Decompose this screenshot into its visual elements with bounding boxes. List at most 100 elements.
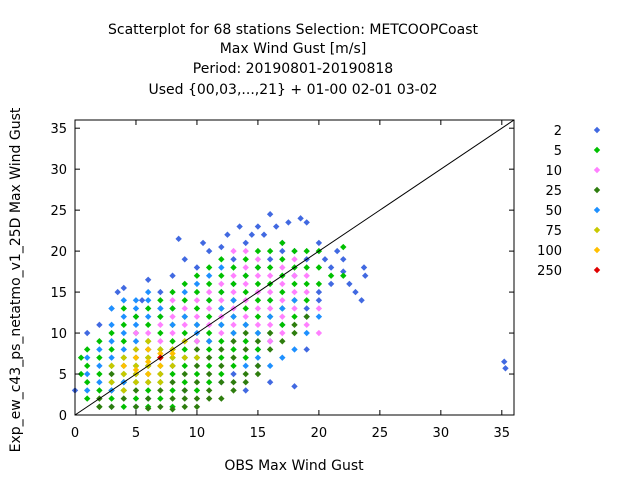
data-point xyxy=(144,288,152,296)
data-point xyxy=(169,395,176,402)
data-point xyxy=(181,305,188,312)
data-point xyxy=(132,395,140,402)
data-point xyxy=(120,313,127,320)
data-point xyxy=(230,329,237,337)
data-point xyxy=(205,288,213,296)
data-point xyxy=(242,239,249,247)
data-point xyxy=(266,264,274,271)
legend-label: 10 xyxy=(545,164,562,179)
y-axis: 0 5 10 15 20 25 30 35 xyxy=(50,122,514,424)
data-point xyxy=(242,264,249,271)
legend-marker xyxy=(593,186,601,194)
data-point xyxy=(230,379,237,386)
diagonal-line xyxy=(74,119,515,416)
plot-area xyxy=(71,119,515,416)
data-point xyxy=(169,272,176,279)
data-point xyxy=(193,313,201,320)
data-point xyxy=(120,329,127,337)
data-point xyxy=(266,247,274,255)
data-point xyxy=(96,362,103,370)
data-point xyxy=(96,321,103,329)
data-point xyxy=(362,272,369,279)
data-point xyxy=(303,280,310,288)
data-point xyxy=(108,305,115,312)
plot-frame xyxy=(74,119,515,416)
data-point xyxy=(218,321,225,329)
data-point xyxy=(254,223,262,230)
data-point xyxy=(291,256,298,263)
data-points xyxy=(71,211,509,413)
data-point xyxy=(157,395,164,402)
data-point xyxy=(169,288,176,296)
data-point xyxy=(108,370,115,378)
data-point xyxy=(205,395,213,402)
data-point xyxy=(193,264,201,271)
data-point xyxy=(224,231,231,238)
data-point xyxy=(132,297,140,304)
data-point xyxy=(169,305,176,312)
title-line-4: Used {00,03,...,21} + 01-00 02-01 03-02 xyxy=(148,82,437,98)
data-point xyxy=(205,354,213,361)
data-point xyxy=(144,370,152,378)
data-point xyxy=(279,305,286,312)
data-point xyxy=(144,405,152,412)
data-point xyxy=(120,354,127,361)
data-point xyxy=(230,370,237,378)
data-point xyxy=(132,321,140,329)
data-point xyxy=(303,329,310,337)
data-point xyxy=(242,272,249,279)
data-point xyxy=(96,346,103,353)
data-point xyxy=(157,379,164,386)
data-point xyxy=(230,280,237,288)
data-point xyxy=(144,379,152,386)
data-point xyxy=(266,288,274,296)
data-point xyxy=(279,329,286,337)
data-point xyxy=(120,305,127,312)
title-line-2: Max Wind Gust [m/s] xyxy=(220,41,367,57)
data-point xyxy=(315,280,323,288)
data-point xyxy=(83,379,91,386)
data-point xyxy=(218,264,225,271)
title-line-1: Scatterplot for 68 stations Selection: M… xyxy=(108,22,478,38)
data-point xyxy=(120,387,127,394)
data-point xyxy=(205,338,213,345)
data-point xyxy=(193,280,201,288)
data-point xyxy=(169,329,176,337)
data-point xyxy=(205,362,213,370)
series-50 xyxy=(83,264,323,394)
data-point xyxy=(144,346,152,353)
data-point xyxy=(144,313,152,320)
data-point xyxy=(315,297,323,304)
data-point xyxy=(218,354,225,361)
data-point xyxy=(144,305,152,312)
data-point xyxy=(120,395,127,402)
data-point xyxy=(340,243,347,251)
data-point xyxy=(108,403,115,411)
data-point xyxy=(96,403,103,411)
data-point xyxy=(120,362,127,370)
data-point xyxy=(291,329,298,337)
data-point xyxy=(327,264,335,271)
legend-label: 250 xyxy=(537,264,562,279)
data-point xyxy=(230,321,237,329)
data-point xyxy=(266,346,274,353)
data-point xyxy=(157,288,164,296)
legend-label: 5 xyxy=(554,144,562,159)
data-point xyxy=(181,313,188,320)
data-point xyxy=(279,321,286,329)
data-point xyxy=(279,256,286,263)
data-point xyxy=(242,346,249,353)
y-tick-label: 25 xyxy=(50,204,67,219)
data-point xyxy=(254,305,262,312)
data-point xyxy=(303,346,310,353)
data-point xyxy=(157,338,164,345)
data-point xyxy=(83,354,91,361)
legend-label: 100 xyxy=(537,244,562,259)
data-point xyxy=(169,370,176,378)
x-tick-label: 35 xyxy=(494,426,511,441)
y-tick-label: 15 xyxy=(50,286,67,301)
x-axis-label: OBS Max Wind Gust xyxy=(224,458,364,474)
legend-marker xyxy=(593,266,601,274)
data-point xyxy=(132,362,140,370)
data-point xyxy=(120,346,127,353)
